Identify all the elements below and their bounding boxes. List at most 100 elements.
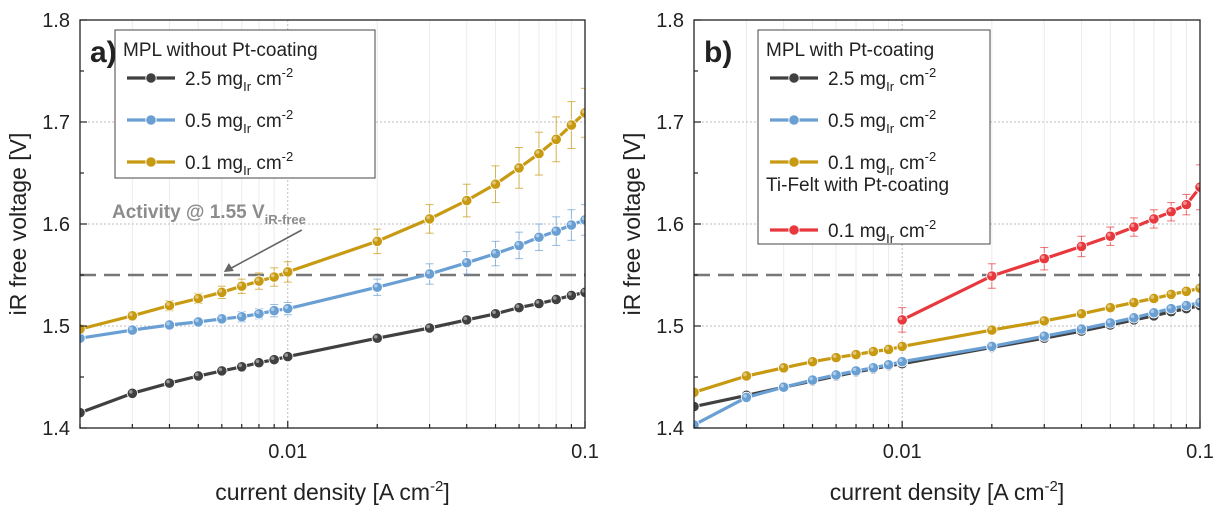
data-point bbox=[806, 374, 819, 386]
data-point-highlight bbox=[988, 343, 993, 347]
data-point-highlight bbox=[463, 259, 468, 264]
data-point-highlight bbox=[129, 326, 133, 331]
data-point-highlight bbox=[492, 180, 496, 185]
x-tick-label: 0.1 bbox=[1186, 441, 1214, 463]
data-point bbox=[1194, 282, 1200, 294]
data-point bbox=[740, 391, 753, 403]
data-point bbox=[1165, 303, 1177, 315]
data-point bbox=[461, 194, 473, 207]
data-point bbox=[1128, 221, 1140, 233]
y-tick-label: 1.6 bbox=[656, 214, 684, 236]
series-1 bbox=[80, 204, 585, 344]
data-point-highlight bbox=[166, 379, 170, 384]
y-tick-label: 1.5 bbox=[656, 316, 684, 338]
data-point-highlight bbox=[255, 310, 260, 315]
data-point bbox=[896, 340, 908, 352]
data-point bbox=[253, 308, 265, 320]
data-point-highlight bbox=[552, 227, 557, 232]
legend-entry-1: 0.5 mgIr cm-2 bbox=[185, 107, 293, 136]
data-point bbox=[850, 365, 862, 377]
data-point bbox=[867, 362, 879, 374]
data-point-highlight bbox=[870, 364, 874, 369]
data-point bbox=[371, 235, 383, 247]
annotation-arrow bbox=[225, 229, 303, 272]
legend-swatch-marker bbox=[788, 224, 800, 236]
series-line bbox=[694, 300, 1200, 427]
data-point bbox=[513, 239, 525, 252]
data-point-highlight bbox=[1107, 232, 1111, 237]
data-point bbox=[565, 119, 577, 131]
data-point-highlight bbox=[1130, 299, 1135, 303]
series-line bbox=[80, 218, 585, 340]
legend-entry-2: 0.1 mgIr cm-2 bbox=[828, 149, 936, 178]
data-point bbox=[1148, 292, 1160, 305]
data-point bbox=[1165, 288, 1177, 300]
data-point bbox=[533, 231, 545, 243]
data-point-highlight bbox=[581, 216, 585, 221]
legend-entry-2: 0.1 mgIr cm-2 bbox=[185, 149, 293, 178]
data-point bbox=[253, 275, 265, 287]
data-point-highlight bbox=[426, 270, 430, 275]
data-point-highlight bbox=[1183, 302, 1187, 306]
data-point-highlight bbox=[1150, 295, 1155, 299]
data-point bbox=[565, 289, 577, 301]
data-point-highlight bbox=[218, 315, 223, 320]
data-point bbox=[216, 286, 228, 298]
data-point-highlight bbox=[492, 250, 496, 254]
data-point bbox=[268, 354, 280, 366]
data-point-highlight bbox=[238, 313, 243, 318]
data-point bbox=[986, 270, 998, 282]
data-point bbox=[268, 271, 280, 283]
data-point-highlight bbox=[743, 394, 747, 398]
y-tick-label: 1.7 bbox=[42, 112, 70, 134]
legend-swatch-marker bbox=[788, 72, 800, 84]
data-point-highlight bbox=[1078, 310, 1082, 315]
legend-title: MPL without Pt-coating bbox=[123, 40, 318, 61]
data-point bbox=[423, 322, 436, 334]
data-point-highlight bbox=[426, 324, 430, 329]
series-3 bbox=[896, 164, 1200, 333]
data-point-highlight bbox=[129, 312, 133, 317]
data-point-highlight bbox=[809, 376, 813, 381]
data-point bbox=[1075, 323, 1088, 335]
data-point-highlight bbox=[1107, 304, 1111, 308]
data-point bbox=[550, 133, 562, 145]
data-point-highlight bbox=[1078, 243, 1082, 247]
data-point bbox=[694, 400, 700, 413]
y-tick-label: 1.7 bbox=[656, 112, 684, 134]
data-point bbox=[282, 303, 294, 315]
data-point-highlight bbox=[463, 316, 468, 321]
data-point-highlight bbox=[832, 354, 837, 358]
data-point-highlight bbox=[284, 268, 289, 273]
data-point-highlight bbox=[870, 348, 874, 352]
legend-swatch-marker bbox=[788, 156, 800, 168]
data-point bbox=[778, 362, 790, 374]
data-point bbox=[236, 361, 248, 373]
data-point-highlight bbox=[255, 359, 260, 364]
legend-swatch-marker bbox=[145, 72, 157, 84]
data-point bbox=[126, 387, 138, 399]
data-point bbox=[461, 314, 473, 326]
data-point bbox=[740, 370, 753, 382]
y-tick-label: 1.8 bbox=[42, 10, 70, 32]
data-point-highlight bbox=[1107, 319, 1111, 324]
data-point bbox=[1180, 285, 1192, 297]
data-point bbox=[694, 386, 700, 398]
data-point bbox=[1180, 199, 1192, 211]
data-point-highlight bbox=[270, 307, 275, 312]
legend-entry-3: 0.1 mgIr cm-2 bbox=[828, 217, 936, 246]
x-axis-label: current density [A cm-2] bbox=[215, 478, 449, 505]
data-point bbox=[423, 268, 436, 280]
data-point-highlight bbox=[885, 346, 889, 350]
data-point bbox=[1128, 296, 1140, 309]
data-point-highlight bbox=[885, 361, 889, 366]
data-point bbox=[850, 348, 862, 361]
x-tick-label: 0.1 bbox=[571, 441, 599, 463]
data-point-highlight bbox=[535, 233, 540, 238]
legend-entry-0: 2.5 mgIr cm-2 bbox=[828, 65, 936, 94]
data-point-highlight bbox=[1196, 183, 1200, 188]
data-point bbox=[1165, 206, 1177, 218]
data-point-highlight bbox=[780, 364, 784, 369]
data-point bbox=[1194, 296, 1200, 309]
y-tick-label: 1.5 bbox=[42, 316, 70, 338]
